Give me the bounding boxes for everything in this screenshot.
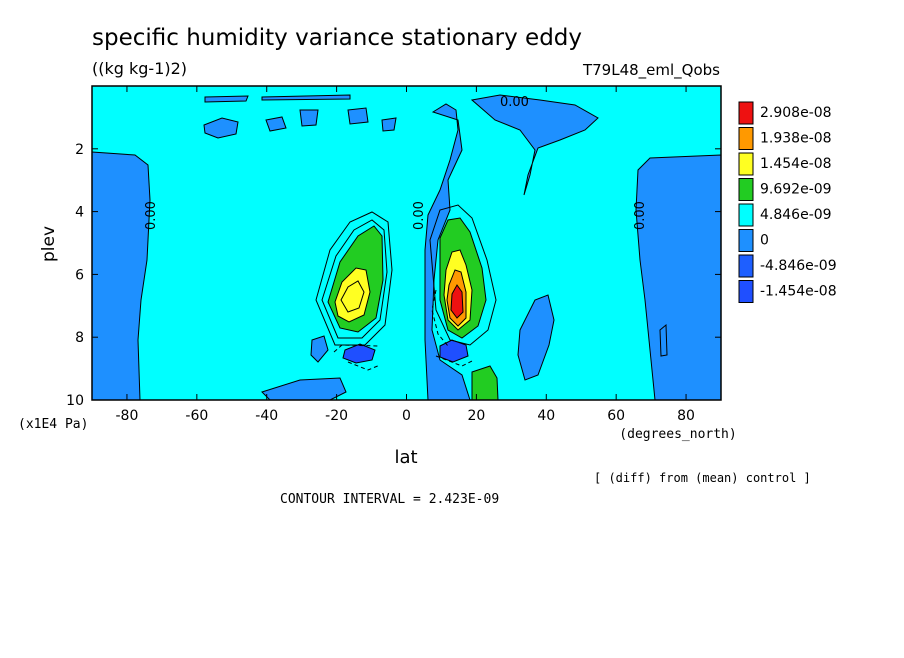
contour-label-top: 0.00 bbox=[500, 95, 529, 110]
sh-yellow-inner bbox=[340, 280, 365, 313]
region-nh-far-strip bbox=[659, 323, 668, 357]
x-tick-label: 20 bbox=[467, 408, 485, 424]
legend-label: 1.454e-08 bbox=[760, 156, 832, 172]
legend-swatch bbox=[738, 127, 754, 150]
contour-label-sh: 0.00 bbox=[144, 201, 159, 230]
x-tick-label: -20 bbox=[325, 408, 348, 424]
contour-label-eq: 0.00 bbox=[412, 201, 427, 230]
y-axis-units: (x1E4 Pa) bbox=[18, 417, 88, 432]
region-top-right bbox=[470, 94, 599, 196]
legend-label: -4.846e-09 bbox=[760, 258, 837, 274]
contour-label-nh: 0.00 bbox=[633, 201, 648, 230]
legend-swatch bbox=[738, 178, 754, 201]
y-tick-label: 8 bbox=[75, 330, 84, 346]
region-top-left-5 bbox=[381, 117, 397, 132]
legend-swatch bbox=[738, 229, 754, 252]
x-tick-label: -60 bbox=[185, 408, 208, 424]
nh-green-surface bbox=[471, 365, 499, 401]
color-legend: 2.908e-08 1.938e-08 1.454e-08 9.692e-09 4.84… bbox=[738, 101, 837, 303]
x-tick-label: 60 bbox=[607, 408, 625, 424]
legend-swatch bbox=[738, 203, 754, 227]
region-top-left-2 bbox=[265, 116, 287, 132]
region-top-strip bbox=[204, 94, 351, 103]
sh-positive-plume bbox=[315, 211, 393, 346]
contour-interval: CONTOUR INTERVAL = 2.423E-09 bbox=[280, 492, 499, 507]
sh-yellow bbox=[334, 267, 371, 323]
dashed-sh-2 bbox=[333, 344, 379, 353]
plot-background bbox=[92, 86, 721, 400]
contour-sh-outer-2 bbox=[321, 219, 388, 339]
x-axis: -80 -60 -40 -20 0 20 40 60 80 bbox=[116, 86, 695, 424]
x-tick-label: 80 bbox=[677, 408, 695, 424]
region-top-left-4 bbox=[347, 107, 369, 125]
dashed-sh-1 bbox=[347, 361, 381, 371]
legend-swatch bbox=[738, 254, 754, 278]
chart-units: ((kg kg-1)2) bbox=[92, 59, 187, 78]
legend-label: 1.938e-08 bbox=[760, 131, 832, 147]
region-nh-mid-tongue bbox=[517, 294, 555, 381]
y-tick-label: 2 bbox=[75, 142, 84, 158]
legend-label: 9.692e-09 bbox=[760, 182, 832, 198]
nh-dashed-neg bbox=[431, 289, 449, 347]
legend-swatch bbox=[738, 101, 754, 125]
legend-swatch bbox=[738, 152, 754, 176]
y-tick-label: 10 bbox=[66, 393, 84, 409]
x-tick-label: 0 bbox=[402, 408, 411, 424]
y-axis-label: plev bbox=[39, 226, 59, 262]
diff-note: [ (diff) from (mean) control ] bbox=[594, 471, 811, 485]
nh-red bbox=[450, 284, 464, 319]
x-axis-units: (degrees_north) bbox=[619, 427, 736, 442]
chart-title: specific humidity variance stationary ed… bbox=[92, 25, 582, 51]
run-label: T79L48_eml_Qobs bbox=[582, 61, 720, 80]
legend-label: -1.454e-08 bbox=[760, 284, 837, 300]
contour-sh-outer-1 bbox=[315, 211, 393, 346]
legend-label: 2.908e-08 bbox=[760, 105, 832, 121]
x-axis-label: lat bbox=[394, 447, 417, 468]
legend-label: 4.846e-09 bbox=[760, 207, 832, 223]
x-tick-label: -80 bbox=[116, 408, 139, 424]
plot-area: 0.00 0.00 0.00 0.00 bbox=[91, 85, 722, 401]
legend-swatch bbox=[738, 280, 754, 303]
dashed-contours bbox=[333, 344, 475, 371]
x-tick-label: -40 bbox=[255, 408, 278, 424]
x-tick-label: 40 bbox=[537, 408, 555, 424]
dashed-eq-1 bbox=[435, 355, 475, 367]
contour-nh-outer-1 bbox=[429, 204, 497, 346]
y-tick-label: 4 bbox=[75, 205, 84, 221]
nh-positive-plume bbox=[429, 204, 499, 401]
region-sh-lower-blob bbox=[310, 335, 329, 363]
region-top-left-3 bbox=[299, 109, 319, 127]
legend-label: 0 bbox=[760, 233, 769, 249]
y-axis: 2 4 6 8 10 bbox=[66, 142, 721, 409]
y-tick-label: 6 bbox=[75, 267, 84, 283]
region-top-left-1 bbox=[203, 117, 239, 139]
region-sh-deep-neg bbox=[342, 343, 376, 364]
